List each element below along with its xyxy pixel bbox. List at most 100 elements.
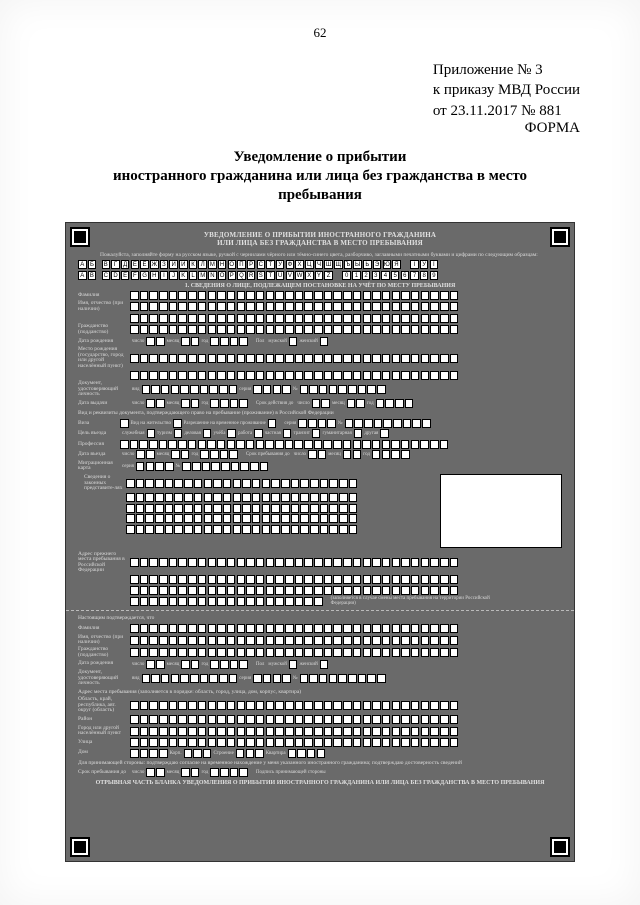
form-word: ФОРМА	[525, 120, 580, 137]
l-tf: женский	[299, 662, 317, 667]
field-profession[interactable]	[120, 440, 448, 449]
field-entry-m[interactable]	[171, 450, 189, 459]
latin-row: ABCDEFGHIJKLMNOPQRSTUVWXYZ0123456789	[78, 271, 568, 280]
field-num[interactable]	[300, 385, 386, 394]
field-prevaddr-1[interactable]	[130, 558, 458, 567]
field-pob[interactable]	[130, 354, 458, 363]
field-td-m[interactable]	[181, 660, 199, 669]
page: 62 Приложение № 3 к приказу МВД России о…	[0, 0, 640, 905]
field-pother[interactable]	[380, 429, 389, 438]
field-tu-d[interactable]	[146, 768, 164, 777]
field-tstreet[interactable]	[130, 738, 458, 747]
field-td-y[interactable]	[210, 660, 248, 669]
label-pbiz: деловая	[184, 431, 201, 436]
field-prevaddr-4[interactable]	[130, 597, 323, 606]
field-phum[interactable]	[354, 429, 363, 438]
field-visa[interactable]	[120, 419, 129, 428]
field-tfemale[interactable]	[320, 660, 329, 669]
attachment-line: Приложение № 3	[433, 60, 580, 80]
fiducial-bl	[70, 837, 90, 857]
field-ptour[interactable]	[174, 429, 183, 438]
field-tsurname[interactable]	[130, 624, 458, 633]
field-tcity[interactable]	[130, 727, 458, 736]
label-entry: Дата въезда	[78, 452, 120, 458]
field-tvid[interactable]	[142, 674, 238, 683]
field-prevaddr-2[interactable]	[130, 575, 458, 584]
field-tser[interactable]	[253, 674, 291, 683]
field-tbld[interactable]	[236, 749, 264, 758]
field-info-3[interactable]	[126, 504, 357, 513]
field-until-m[interactable]	[343, 450, 361, 459]
field-rvp2[interactable]	[268, 419, 277, 428]
field-pjob[interactable]	[254, 429, 263, 438]
field-dob-yr[interactable]	[210, 337, 248, 346]
l-tu3: год	[201, 770, 208, 775]
field-thouse[interactable]	[130, 749, 168, 758]
field-info-4[interactable]	[126, 514, 357, 523]
field-dob-mon[interactable]	[181, 337, 199, 346]
field-valid-y[interactable]	[376, 399, 414, 408]
field-pstudy[interactable]	[227, 429, 236, 438]
field-tname[interactable]	[130, 636, 458, 645]
fiducial-br	[550, 837, 570, 857]
field-rvp[interactable]	[173, 419, 182, 428]
field-female[interactable]	[320, 337, 329, 346]
tear-head: Настоящим подтверждается, что	[78, 615, 540, 622]
field-mnum[interactable]	[182, 462, 268, 471]
label-name: Имя, отчество (при наличии)	[78, 301, 130, 312]
field-name-2[interactable]	[130, 314, 458, 323]
field-tmale[interactable]	[289, 660, 298, 669]
field-pwork[interactable]	[147, 429, 156, 438]
field-info-2[interactable]	[126, 493, 357, 502]
field-pbiz[interactable]	[203, 429, 212, 438]
field-entry-d[interactable]	[136, 450, 154, 459]
field-series[interactable]	[253, 385, 291, 394]
field-tcit[interactable]	[130, 648, 458, 657]
field-entry-y[interactable]	[200, 450, 238, 459]
label-rvp: Вид на жительство	[131, 421, 172, 426]
field-prevaddr-3[interactable]	[130, 586, 458, 595]
field-tnum[interactable]	[300, 674, 386, 683]
fiducial-tl	[70, 227, 90, 247]
label-pstudy: учёба	[213, 431, 225, 436]
field-citizenship[interactable]	[130, 325, 458, 334]
label-tcity: Город или другой населённый пункт	[78, 726, 130, 737]
label-ppriv: частная	[265, 431, 281, 436]
field-issue-d[interactable]	[146, 399, 164, 408]
field-info-1[interactable]	[126, 479, 357, 488]
field-td-d[interactable]	[146, 660, 164, 669]
label-iday: число	[132, 401, 144, 406]
label-tdoc: Документ, удостоверяющий личность	[78, 670, 130, 687]
field-valid-d[interactable]	[312, 399, 330, 408]
label-tuntil: Срок пребывания до	[78, 770, 130, 776]
label-phum: гуманитарная	[322, 431, 351, 436]
field-male[interactable]	[289, 337, 298, 346]
label-uday: число	[294, 452, 306, 457]
field-tu-y[interactable]	[210, 768, 248, 777]
field-issue-m[interactable]	[181, 399, 199, 408]
field-info-5[interactable]	[126, 525, 357, 534]
field-ptrans[interactable]	[312, 429, 321, 438]
field-ppriv[interactable]	[283, 429, 292, 438]
field-valid-m[interactable]	[347, 399, 365, 408]
field-until-y[interactable]	[372, 450, 410, 459]
field-tdistrict[interactable]	[130, 715, 458, 724]
l-tcorp: Корп.	[170, 751, 182, 756]
field-rnum[interactable]	[345, 419, 431, 428]
field-tu-m[interactable]	[181, 768, 199, 777]
field-name[interactable]	[130, 302, 458, 311]
section-1-title: 1. СВЕДЕНИЯ О ЛИЦЕ, ПОДЛЕЖАЩЕМ ПОСТАНОВК…	[72, 283, 568, 289]
field-pob-2[interactable]	[130, 371, 458, 380]
field-tflat[interactable]	[288, 749, 326, 758]
field-surname[interactable]	[130, 291, 458, 300]
l-td2: месяц	[167, 662, 180, 667]
field-mser[interactable]	[136, 462, 174, 471]
field-issue-y[interactable]	[210, 399, 248, 408]
field-rseries[interactable]	[298, 419, 336, 428]
field-dob-day[interactable]	[146, 337, 164, 346]
field-tcorp[interactable]	[184, 749, 212, 758]
label-doc: Документ, удостоверяющий личность	[78, 381, 130, 398]
field-tregion[interactable]	[130, 701, 458, 710]
field-doctype[interactable]	[142, 385, 238, 394]
field-until-d[interactable]	[308, 450, 326, 459]
